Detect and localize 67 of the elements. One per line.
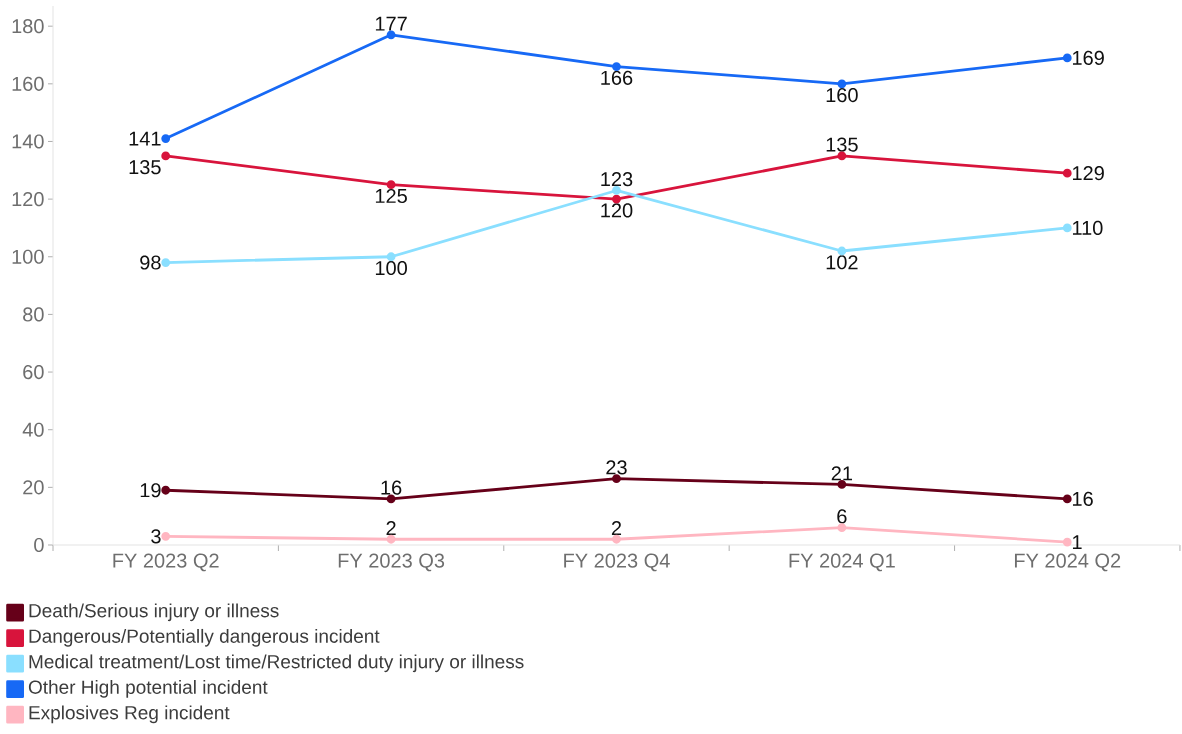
y-tick-label: 120 — [12, 192, 44, 207]
y-tick-label: 100 — [12, 249, 44, 264]
point — [837, 151, 847, 161]
y-tick-label: 180 — [12, 19, 44, 34]
point — [612, 194, 621, 204]
legend-label: Death/Serious injury or illness — [29, 603, 279, 622]
data-label: 129 — [1072, 166, 1104, 181]
y-tick-label: 80 — [23, 307, 44, 322]
point — [161, 134, 171, 143]
x-tick-label: FY 2023 Q3 — [338, 553, 445, 572]
data-label: 19 — [140, 483, 161, 498]
data-label: 120 — [601, 203, 633, 218]
data-label: 160 — [826, 88, 858, 103]
point — [386, 534, 396, 544]
point — [612, 534, 621, 544]
point — [837, 246, 847, 256]
point — [386, 252, 396, 262]
data-label: 21 — [831, 466, 853, 481]
point — [161, 258, 171, 267]
data-label: 23 — [606, 460, 627, 475]
point — [386, 494, 396, 504]
legend-label: Other High potential incident — [28, 679, 268, 698]
data-label: 2 — [611, 521, 622, 536]
point — [161, 485, 171, 495]
y-tick-label: 140 — [12, 134, 44, 149]
data-label: 141 — [129, 131, 161, 146]
data-label: 123 — [601, 172, 633, 187]
data-label: 135 — [826, 137, 858, 152]
legend-label: Explosives Reg incident — [29, 705, 230, 724]
point — [161, 151, 171, 161]
data-label: 110 — [1072, 220, 1103, 236]
point — [1062, 494, 1072, 504]
point — [837, 523, 847, 533]
point — [161, 531, 171, 541]
data-label: 6 — [837, 509, 847, 524]
data-label: 16 — [381, 480, 402, 495]
data-label: 177 — [375, 16, 407, 31]
point — [386, 30, 396, 40]
point — [1062, 168, 1072, 178]
data-label: 100 — [375, 260, 407, 276]
x-tick-label: FY 2023 Q4 — [564, 553, 670, 572]
data-label: 16 — [1072, 491, 1093, 506]
x-tick-label: FY 2024 Q1 — [789, 553, 895, 572]
point — [1062, 537, 1072, 547]
data-label: 166 — [601, 70, 633, 85]
data-label: 169 — [1072, 50, 1104, 65]
point — [612, 474, 621, 484]
point — [1062, 223, 1072, 233]
data-label: 135 — [129, 160, 161, 175]
y-tick-label: 160 — [12, 76, 44, 91]
data-label: 98 — [140, 255, 161, 270]
point — [837, 79, 847, 89]
data-label: 102 — [826, 255, 858, 270]
data-label: 125 — [375, 188, 407, 204]
data-label: 1 — [1072, 535, 1082, 549]
legend-label: Dangerous/Potentially dangerous incident — [29, 628, 380, 647]
y-tick-label: 20 — [23, 480, 44, 495]
y-tick-label: 40 — [22, 422, 44, 437]
legend-label: Medical treatment/Lost time/Restricted duty injury or illness — [29, 654, 524, 673]
point — [1062, 53, 1072, 63]
y-tick-label: 0 — [34, 537, 44, 553]
y-tick-label: 60 — [23, 364, 44, 380]
data-label: 3 — [151, 529, 161, 544]
point — [386, 180, 396, 190]
x-tick-label: FY 2023 Q2 — [113, 553, 219, 572]
data-label: 2 — [386, 521, 396, 536]
x-tick-label: FY 2024 Q2 — [1014, 553, 1121, 572]
